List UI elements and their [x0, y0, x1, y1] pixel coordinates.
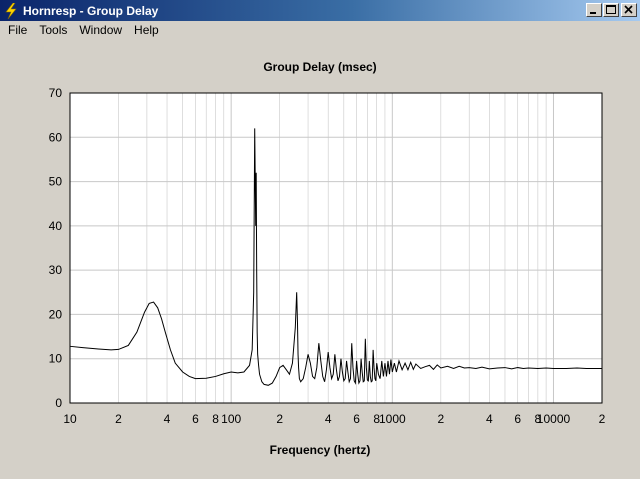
- x-tick-label: 2: [599, 412, 606, 426]
- chart-title: Group Delay (msec): [263, 60, 376, 74]
- x-tick-label: 2: [276, 412, 283, 426]
- x-tick-label: 2: [437, 412, 444, 426]
- menu-tools[interactable]: Tools: [39, 23, 68, 37]
- close-icon: [624, 5, 633, 14]
- x-tick-label: 6: [514, 412, 521, 426]
- y-tick-label: 50: [49, 175, 63, 189]
- maximize-icon: [606, 5, 616, 14]
- y-axis-ticks: 0 10 20 30 40 50 60 70: [49, 86, 63, 410]
- x-axis-label: Frequency (hertz): [270, 443, 371, 457]
- x-tick-label: 8: [212, 412, 219, 426]
- x-tick-label: 8: [535, 412, 542, 426]
- plot-background: [69, 92, 603, 404]
- x-tick-label: 1000: [379, 412, 406, 426]
- menu-bar: File Tools Window Help: [0, 21, 640, 40]
- x-tick-label: 4: [486, 412, 493, 426]
- window-controls: [585, 3, 637, 17]
- y-tick-label: 60: [49, 130, 63, 144]
- y-tick-label: 70: [49, 86, 63, 100]
- grid: [70, 93, 602, 403]
- title-bar[interactable]: Hornresp - Group Delay: [0, 0, 640, 21]
- x-tick-label: 100: [221, 412, 241, 426]
- x-tick-label: 4: [164, 412, 171, 426]
- y-tick-label: 0: [55, 396, 62, 410]
- lightning-bolt-icon[interactable]: [3, 2, 19, 19]
- y-tick-label: 10: [49, 352, 63, 366]
- menu-file[interactable]: File: [8, 23, 28, 37]
- x-tick-label: 8: [373, 412, 380, 426]
- group-delay-trace: [69, 128, 602, 386]
- y-tick-label: 30: [49, 263, 63, 277]
- maximize-button[interactable]: [603, 3, 619, 17]
- chart-area: Group Delay (msec) 0 10 20 30 40 50 60 70 10 2 4 6…: [0, 40, 640, 479]
- x-tick-label: 2: [115, 412, 122, 426]
- menu-help[interactable]: Help: [134, 23, 159, 37]
- plot-frame: [69, 92, 603, 404]
- x-tick-label: 6: [353, 412, 360, 426]
- minimize-button[interactable]: [586, 3, 602, 17]
- x-tick-label: 10: [63, 412, 77, 426]
- x-tick-label: 4: [325, 412, 332, 426]
- y-tick-label: 40: [49, 219, 63, 233]
- y-tick-label: 20: [49, 307, 63, 321]
- minimize-icon: [590, 12, 596, 14]
- close-button[interactable]: [621, 3, 637, 17]
- x-tick-label: 6: [192, 412, 199, 426]
- window-title: Hornresp - Group Delay: [23, 3, 159, 18]
- x-tick-label: 10000: [537, 412, 571, 426]
- menu-window[interactable]: Window: [79, 23, 123, 37]
